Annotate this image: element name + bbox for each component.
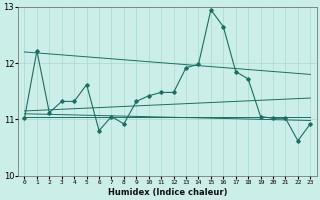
- X-axis label: Humidex (Indice chaleur): Humidex (Indice chaleur): [108, 188, 227, 197]
